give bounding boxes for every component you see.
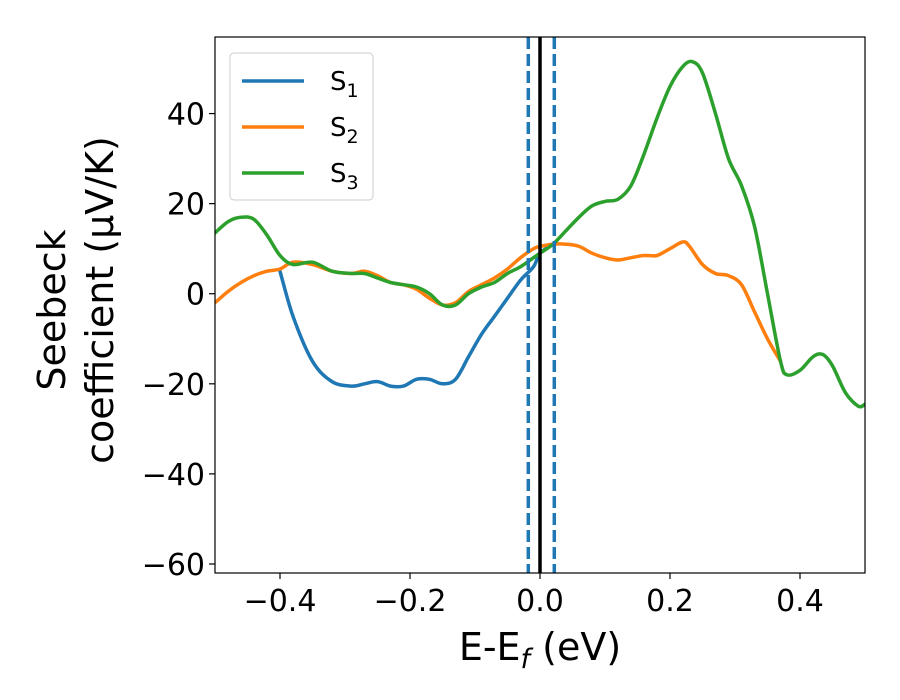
y-tick-label: 40: [167, 98, 205, 133]
y-axis-title-line1: Seebeck: [30, 229, 74, 390]
legend: S1 S2 S3: [229, 52, 374, 201]
x-tick-label: −0.2: [374, 584, 447, 619]
y-tick-label: −20: [142, 368, 205, 403]
x-axis-title-suffix: (eV): [530, 625, 621, 669]
series-lines: [215, 59, 865, 409]
x-tick-label: 0.4: [776, 584, 824, 619]
series-line-s3: [215, 59, 865, 409]
x-axis-title-main: E-E: [459, 625, 521, 669]
y-axis-ticks: −60 −40 −20 0 20 40: [142, 98, 215, 583]
y-tick-label: 20: [167, 188, 205, 223]
fermi-level-lines: [526, 37, 557, 573]
x-tick-label: 0.0: [516, 584, 564, 619]
legend-label-s2: S2: [330, 113, 359, 148]
y-axis-title: Seebeck coefficient (μV/K): [30, 136, 122, 464]
y-tick-label: 0: [186, 278, 205, 313]
legend-label-s1: S1: [330, 67, 359, 102]
x-tick-label: 0.2: [646, 584, 694, 619]
x-axis-ticks: −0.4 −0.2 0.0 0.2 0.4: [244, 573, 824, 619]
y-tick-label: −60: [142, 548, 205, 583]
x-axis-title: E-Ef (eV): [459, 625, 621, 675]
legend-label-s3: S3: [330, 159, 359, 194]
series-line-s2: [215, 240, 783, 364]
y-tick-label: −40: [142, 458, 205, 493]
x-tick-label: −0.4: [244, 584, 317, 619]
series-line-s1: [278, 242, 555, 389]
y-axis-title-line2: coefficient (μV/K): [78, 136, 122, 464]
